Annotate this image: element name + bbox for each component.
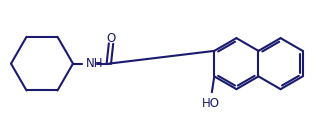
Text: HO: HO bbox=[202, 97, 220, 110]
Text: O: O bbox=[106, 32, 116, 45]
Text: NH: NH bbox=[86, 57, 104, 70]
